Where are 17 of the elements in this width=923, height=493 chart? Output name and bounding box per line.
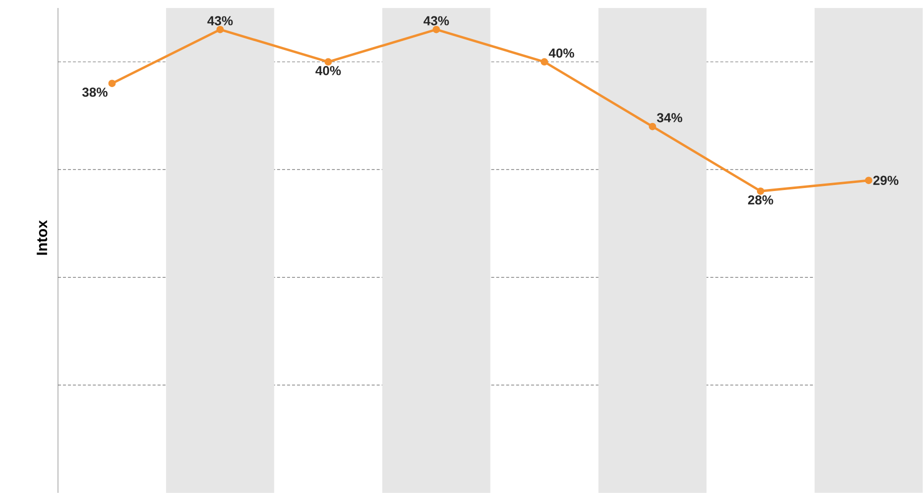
point bbox=[432, 26, 440, 34]
data-label: 40% bbox=[548, 48, 574, 58]
data-label: 40% bbox=[315, 66, 341, 76]
point bbox=[540, 58, 548, 66]
point bbox=[648, 122, 656, 130]
y-axis-title: Intox bbox=[36, 220, 48, 255]
data-label: 43% bbox=[424, 16, 449, 26]
data-label: 29% bbox=[873, 176, 898, 185]
data-label: 28% bbox=[748, 195, 774, 204]
data-label: 38% bbox=[82, 88, 108, 97]
point bbox=[756, 187, 764, 195]
point bbox=[864, 176, 872, 184]
point bbox=[216, 26, 224, 34]
data-label: 34% bbox=[656, 113, 682, 122]
data-label: 43% bbox=[207, 16, 233, 26]
point bbox=[108, 80, 116, 88]
point bbox=[324, 58, 332, 66]
